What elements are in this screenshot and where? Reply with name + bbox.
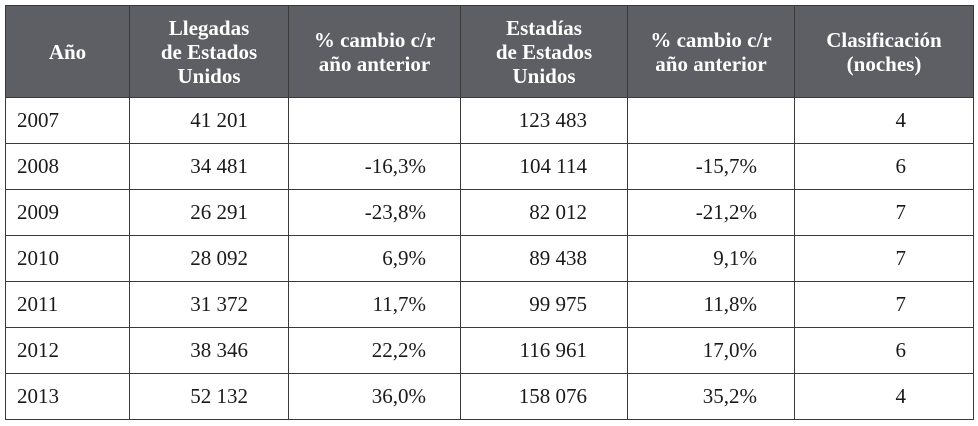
cell-us-arrivals: 28 092 (129, 235, 289, 282)
cell-arrivals-change: 11,7% (288, 281, 461, 328)
header-classification: Clasificación (noches) (794, 5, 974, 98)
header-stays-change: % cambio c/r año anterior (627, 5, 795, 98)
cell-stays-change: -21,2% (627, 189, 795, 236)
header-line: Llegadas (168, 15, 250, 40)
cell-classification: 7 (794, 235, 974, 282)
header-line: de Estados (495, 39, 593, 64)
header-us-stays: Estadías de Estados Unidos (460, 5, 628, 98)
cell-year: 2013 (5, 373, 130, 420)
cell-year: 2012 (5, 327, 130, 374)
cell-year: 2009 (5, 189, 130, 236)
cell-classification: 6 (794, 327, 974, 374)
header-line: año anterior (318, 51, 431, 76)
cell-us-stays: 104 114 (460, 143, 628, 190)
header-row: Año Llegadas de Estados Unidos% cambio c/r a… (5, 5, 974, 98)
header-line: año anterior (655, 51, 767, 76)
cell-arrivals-change: 36,0% (288, 373, 461, 420)
header-line: Unidos (512, 63, 576, 88)
header-line: Estadías (506, 15, 582, 40)
cell-us-arrivals: 41 201 (129, 97, 289, 144)
header-line: Unidos (177, 63, 241, 88)
header-line: % cambio c/r (313, 27, 436, 52)
cell-stays-change (627, 97, 795, 144)
cell-us-stays: 116 961 (460, 327, 628, 374)
cell-us-arrivals: 26 291 (129, 189, 289, 236)
table-row: 2013 52 132 36,0% 158 076 35,2% 4 (5, 373, 974, 420)
cell-us-arrivals: 38 346 (129, 327, 289, 374)
cell-classification: 4 (794, 97, 974, 144)
table-row: 2011 31 372 11,7% 99 975 11,8% 7 (5, 281, 974, 328)
cell-classification: 4 (794, 373, 974, 420)
table-body: 2007 41 201 123 483 4 2008 34 481 -16,3% 104 11… (5, 97, 974, 420)
cell-us-stays: 123 483 (460, 97, 628, 144)
header-line: Clasificación (826, 27, 942, 52)
header-line: % cambio c/r (650, 27, 772, 52)
cell-classification: 6 (794, 143, 974, 190)
header-line: (noches) (846, 51, 922, 76)
table-row: 2008 34 481 -16,3% 104 114 -15,7% 6 (5, 143, 974, 190)
tourism-table: Año Llegadas de Estados Unidos% cambio c/r a… (5, 5, 974, 420)
header-us-arrivals: Llegadas de Estados Unidos (129, 5, 289, 98)
cell-arrivals-change: -23,8% (288, 189, 461, 236)
table-row: 2007 41 201 123 483 4 (5, 97, 974, 144)
cell-stays-change: 11,8% (627, 281, 795, 328)
cell-year: 2011 (5, 281, 130, 328)
table-header: Año Llegadas de Estados Unidos% cambio c/r a… (5, 5, 974, 98)
cell-us-stays: 99 975 (460, 281, 628, 328)
cell-stays-change: -15,7% (627, 143, 795, 190)
data-table-container: Año Llegadas de Estados Unidos% cambio c/r a… (5, 5, 974, 420)
cell-stays-change: 35,2% (627, 373, 795, 420)
cell-arrivals-change: 6,9% (288, 235, 461, 282)
cell-arrivals-change (288, 97, 461, 144)
header-arrivals-change: % cambio c/r año anterior (288, 5, 461, 98)
cell-us-stays: 89 438 (460, 235, 628, 282)
header-year: Año (5, 5, 130, 98)
cell-classification: 7 (794, 189, 974, 236)
table-row: 2010 28 092 6,9% 89 438 9,1% 7 (5, 235, 974, 282)
cell-classification: 7 (794, 281, 974, 328)
cell-arrivals-change: 22,2% (288, 327, 461, 374)
cell-us-arrivals: 31 372 (129, 281, 289, 328)
table-row: 2009 26 291 -23,8% 82 012 -21,2% 7 (5, 189, 974, 236)
cell-us-stays: 82 012 (460, 189, 628, 236)
cell-year: 2007 (5, 97, 130, 144)
cell-stays-change: 9,1% (627, 235, 795, 282)
cell-us-arrivals: 34 481 (129, 143, 289, 190)
table-row: 2012 38 346 22,2% 116 961 17,0% 6 (5, 327, 974, 374)
cell-us-stays: 158 076 (460, 373, 628, 420)
cell-year: 2010 (5, 235, 130, 282)
cell-stays-change: 17,0% (627, 327, 795, 374)
header-line: de Estados (160, 39, 258, 64)
header-line: Año (48, 39, 87, 64)
cell-year: 2008 (5, 143, 130, 190)
cell-arrivals-change: -16,3% (288, 143, 461, 190)
cell-us-arrivals: 52 132 (129, 373, 289, 420)
